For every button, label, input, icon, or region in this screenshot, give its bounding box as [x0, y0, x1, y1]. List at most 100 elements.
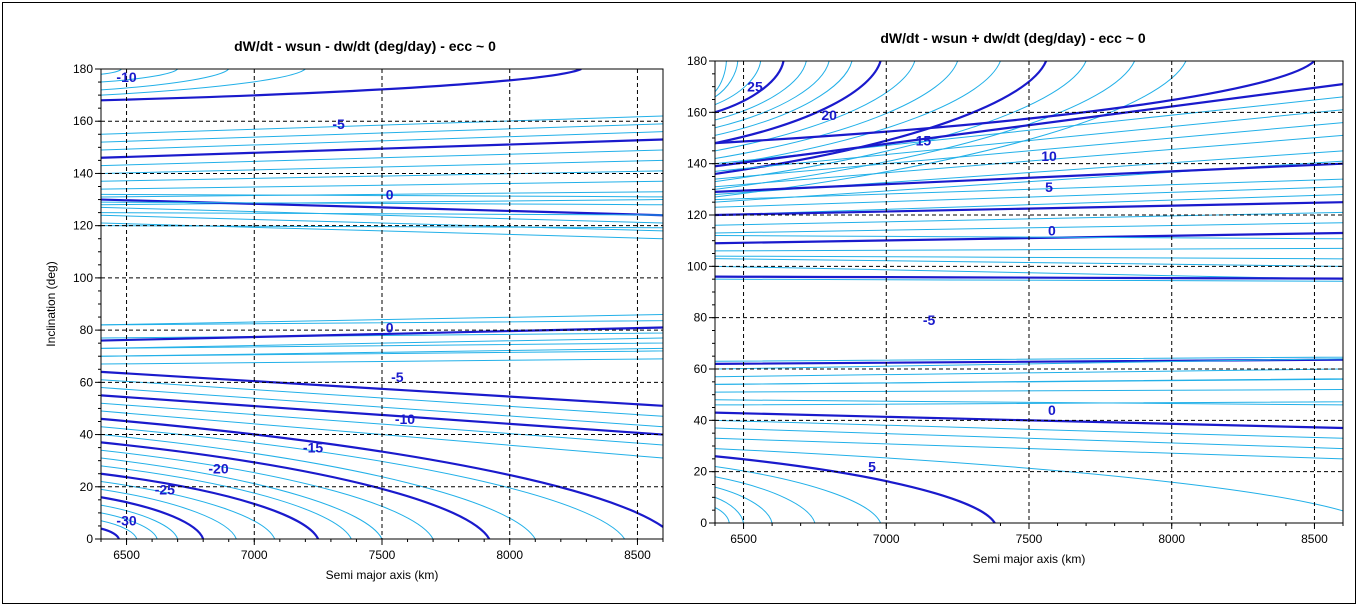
chart-title: dW/dt - wsun + dw/dt (deg/day) - ecc ~ 0 — [880, 30, 1145, 46]
contour-top-11 — [715, 61, 1048, 176]
contour-zero-lower — [101, 326, 663, 342]
x-tick-label-2: 7500 — [1016, 532, 1043, 546]
contour-fan-1 — [101, 426, 626, 539]
contour-top-2 — [101, 69, 230, 91]
contour-band-d-2 — [101, 402, 663, 446]
contour-band-a-4 — [101, 149, 663, 167]
y-tick-label-8: 160 — [73, 114, 93, 128]
contour-band-d-1 — [715, 258, 1343, 267]
x-tick-label-0: 6500 — [113, 548, 140, 562]
contour-label-8: -25 — [155, 481, 175, 497]
x-tick-label-4: 8500 — [1301, 532, 1328, 546]
contour-top-10 — [715, 61, 1316, 145]
contour-top-4 — [101, 69, 582, 102]
contour-label-1: 20 — [821, 107, 837, 123]
grid-lines — [101, 69, 663, 539]
contour-fan-2 — [715, 466, 882, 523]
contour-label-3: 10 — [1041, 148, 1057, 164]
contour-fan-13 — [101, 520, 138, 539]
contour-fan-7 — [101, 472, 320, 539]
contour-top-3 — [101, 69, 306, 96]
contour-top-1 — [101, 69, 179, 83]
contour-bow-1 — [715, 255, 1343, 385]
contour-label-3: 0 — [386, 320, 394, 336]
contour-labels: -10 -5 0 0 -5 -10 -15 -20 -25 -30 — [116, 69, 415, 529]
chart-panel-2: 6500 7000 7500 8000 850002040608010012014016… — [687, 30, 1344, 566]
contour-fan-1 — [715, 455, 996, 523]
x-axis-label: Semi major axis (km) — [326, 568, 439, 582]
contour-label-6: -5 — [923, 312, 936, 328]
contour-band-e-2 — [715, 378, 1343, 385]
x-axis-label: Semi major axis (km) — [973, 552, 1086, 566]
x-tick-label-4: 8500 — [624, 548, 651, 562]
contour-fan-4 — [715, 486, 773, 523]
contour-band-a-7 — [101, 180, 663, 190]
contour-top-7 — [715, 61, 882, 145]
contour-band-a-2 — [715, 122, 1343, 180]
y-tick-label-7: 140 — [687, 157, 707, 171]
contour-top-8 — [715, 61, 916, 152]
contour-label-9: -30 — [116, 513, 136, 529]
y-tick-label-9: 180 — [687, 54, 707, 68]
contour-band-f-0 — [715, 419, 1343, 439]
contour-label-5: 0 — [1048, 222, 1056, 238]
contour-fan-10 — [101, 496, 205, 539]
contour-labels: 25 20 15 10 5 0 -5 0 5 — [747, 79, 1057, 475]
contour-band-c-0 — [101, 313, 663, 326]
contour-label-2: 0 — [386, 186, 394, 202]
y-tick-label-2: 40 — [694, 413, 708, 427]
axes: 6500 7000 7500 8000 850002040608010012014016… — [687, 54, 1344, 546]
chart-title: dW/dt - wsun - dw/dt (deg/day) - ecc ~ 0 — [234, 38, 496, 54]
contour-top-4 — [715, 61, 807, 121]
contour-fan-3 — [715, 476, 816, 523]
contour-label-7: 0 — [1048, 402, 1056, 418]
contour-band-d-0 — [715, 247, 1343, 252]
contour-band-e-4 — [715, 399, 1343, 406]
y-tick-label-0: 0 — [700, 516, 707, 530]
contour-top-6 — [715, 61, 853, 136]
contour-label-1: -5 — [332, 116, 345, 132]
contour-fan-9 — [101, 488, 237, 539]
y-tick-label-6: 120 — [73, 219, 93, 233]
y-tick-label-9: 180 — [73, 62, 93, 76]
contour-label-4: 5 — [1045, 179, 1053, 195]
contour-label-0: -10 — [116, 69, 136, 85]
y-axis-label: Inclination (deg) — [44, 261, 58, 346]
contour-top-0 — [715, 61, 727, 93]
contour-label-2: 15 — [916, 133, 932, 149]
y-tick-label-4: 80 — [80, 323, 94, 337]
x-tick-label-3: 8000 — [1158, 532, 1185, 546]
contour-fan-5 — [715, 496, 745, 523]
grid-lines — [715, 61, 1343, 523]
contour-label-6: -15 — [303, 440, 323, 456]
contour-band-b-0 — [101, 206, 663, 224]
contour-fan-5 — [101, 457, 383, 539]
y-tick-label-3: 60 — [694, 362, 708, 376]
contour-bow-m5 — [715, 275, 1343, 365]
contour-top-3 — [715, 61, 785, 114]
contour-band-a-8 — [101, 191, 663, 198]
contour-top-13 — [715, 61, 1136, 190]
contour-top-14 — [715, 61, 1187, 198]
contour-fan-4 — [101, 449, 434, 539]
chart-panel-1: 6500 7000 7500 8000 8500 0 20 40 60 80 100 120 140 16… — [44, 38, 664, 582]
contour-label-4: -5 — [391, 369, 404, 385]
y-tick-label-5: 100 — [73, 271, 93, 285]
contour-band-f-1 — [715, 427, 1343, 450]
y-tick-label-6: 120 — [687, 208, 707, 222]
y-tick-label-1: 20 — [80, 480, 94, 494]
y-tick-label-1: 20 — [694, 465, 708, 479]
contour-fan-6 — [715, 507, 730, 523]
y-tick-label-2: 40 — [80, 428, 94, 442]
contour-lines — [101, 69, 663, 539]
contour-label-0: 25 — [747, 79, 763, 95]
contour-bow-0 — [715, 278, 1343, 362]
contour-top-2 — [715, 61, 762, 106]
contour-fan-6 — [101, 465, 352, 539]
contour-band-c-3 — [101, 358, 663, 365]
axes: 6500 7000 7500 8000 850002040608010012014016… — [73, 62, 664, 562]
contour-band-a-5 — [101, 159, 663, 174]
contour-band-c-1 — [715, 222, 1343, 234]
contour-fan-14 — [101, 527, 120, 539]
